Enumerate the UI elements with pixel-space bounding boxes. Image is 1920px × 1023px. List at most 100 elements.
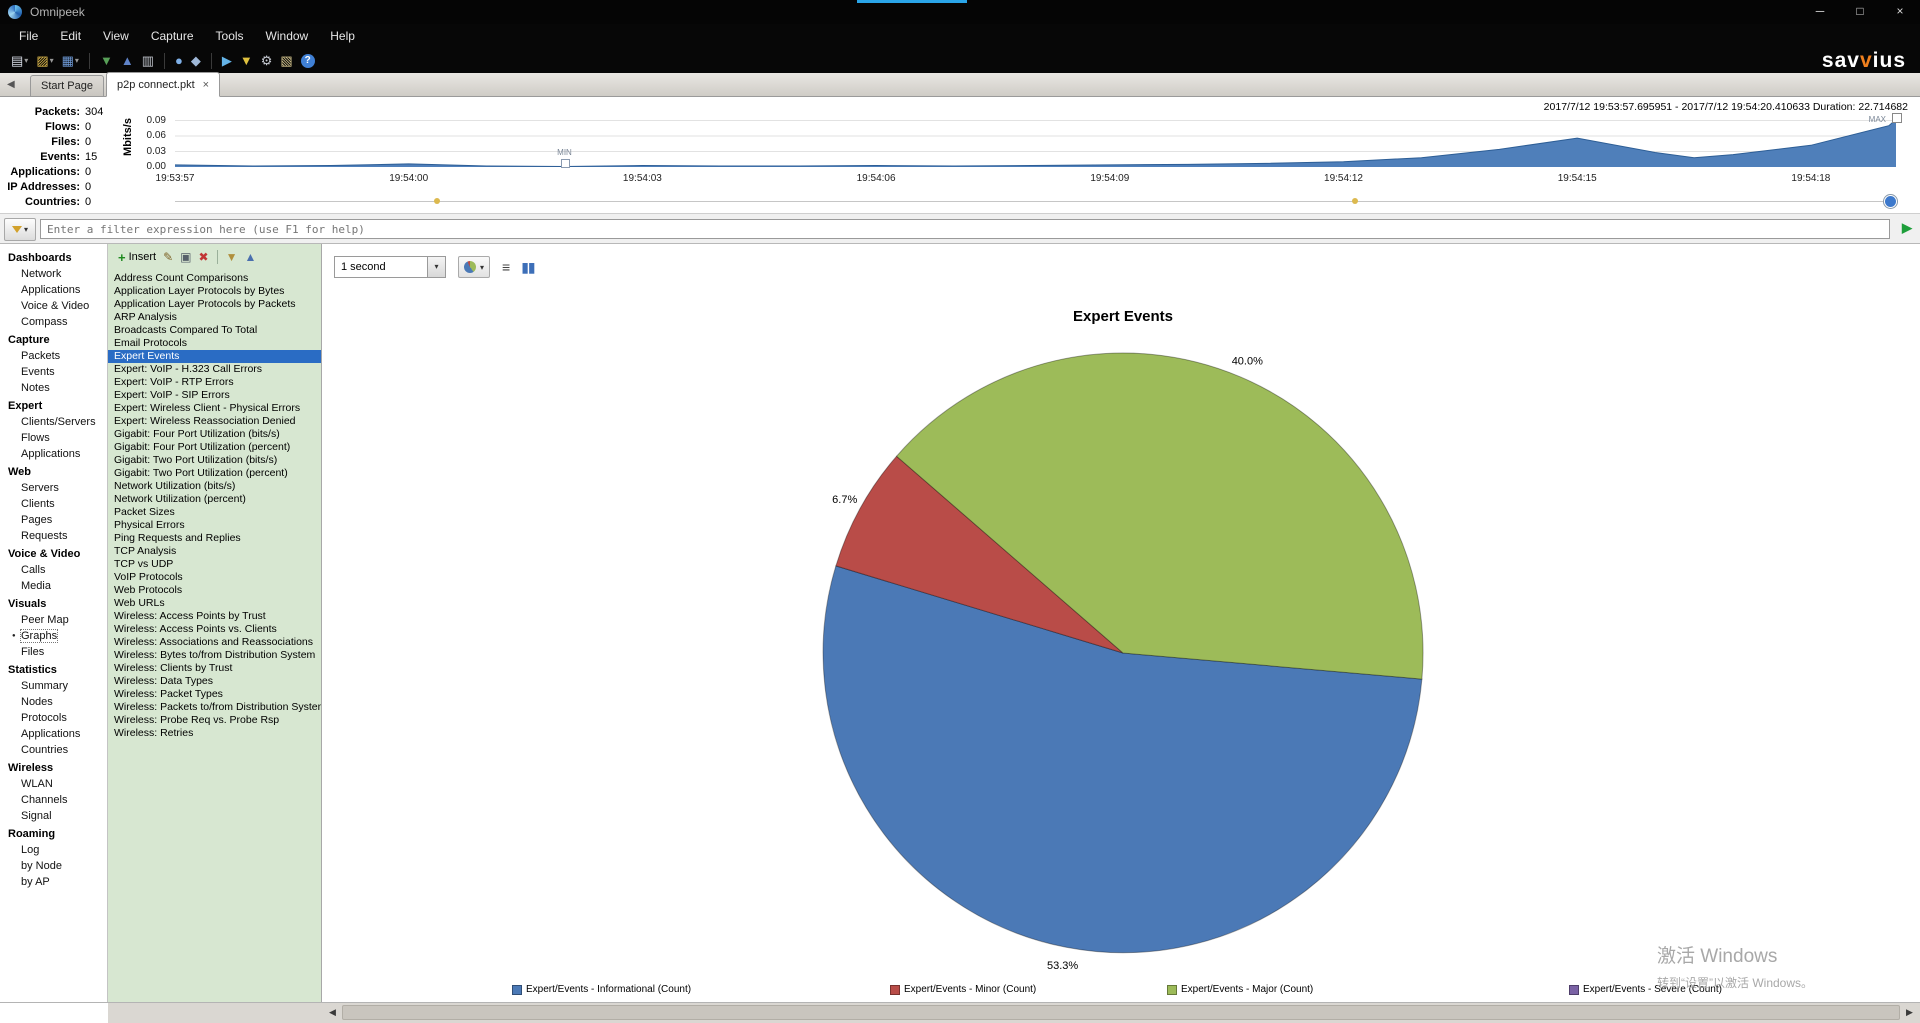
menu-item-window[interactable]: Window — [265, 29, 309, 43]
tab-back-icon[interactable]: ◀ — [7, 79, 15, 90]
sidebar-item-events[interactable]: Events — [0, 364, 107, 380]
graph-list-item-arp-analysis[interactable]: ARP Analysis — [114, 311, 177, 323]
graph-list-item-expert-wireless-client-physical-errors[interactable]: Expert: Wireless Client - Physical Error… — [114, 402, 301, 414]
graph-list-item-expert-voip-h-323-call-errors[interactable]: Expert: VoIP - H.323 Call Errors — [114, 363, 263, 375]
sidebar-item-calls[interactable]: Calls — [0, 562, 107, 578]
graph-list-item-wireless-associations-and-reassociations[interactable]: Wireless: Associations and Reassociation… — [114, 636, 314, 648]
sidebar-item-clients[interactable]: Clients — [0, 496, 107, 512]
graph-list-item-wireless-probe-req-vs-probe-rsp[interactable]: Wireless: Probe Req vs. Probe Rsp — [114, 714, 280, 726]
sidebar-item-files[interactable]: Files — [0, 644, 107, 660]
insert-graph-button[interactable]: + Insert — [118, 250, 156, 265]
graph-list-item-expert-wireless-reassociation-denied[interactable]: Expert: Wireless Reassociation Denied — [114, 415, 296, 427]
menu-item-tools[interactable]: Tools — [215, 29, 244, 43]
sidebar-item-requests[interactable]: Requests — [0, 528, 107, 544]
pause-updates-icon[interactable]: ▮▮ — [521, 259, 535, 275]
graph-list-item-packet-sizes[interactable]: Packet Sizes — [114, 506, 175, 518]
graph-list-item-ping-requests-and-replies[interactable]: Ping Requests and Replies — [114, 532, 241, 544]
timeline-slider-handle[interactable] — [1884, 195, 1897, 208]
chevron-down-icon[interactable]: ▾ — [24, 56, 29, 65]
notes-icon[interactable]: ▧ — [277, 50, 295, 71]
menu-item-capture[interactable]: Capture — [150, 29, 194, 43]
graph-list-item-gigabit-two-port-utilization-bits-s[interactable]: Gigabit: Two Port Utilization (bits/s) — [114, 454, 278, 466]
sidebar-item-protocols[interactable]: Protocols — [0, 710, 107, 726]
sidebar-item-media[interactable]: Media — [0, 578, 107, 594]
pie-slice-expert-events-minor-count[interactable] — [835, 455, 1124, 654]
menu-item-edit[interactable]: Edit — [60, 29, 82, 43]
sidebar-item-servers[interactable]: Servers — [0, 480, 107, 496]
graph-list-item-tcp-analysis[interactable]: TCP Analysis — [114, 545, 177, 557]
chevron-down-icon[interactable]: ▾ — [427, 257, 445, 277]
sidebar-item-packets[interactable]: Packets — [0, 348, 107, 364]
title-bar[interactable]: Omnipeek ─ □ × — [0, 0, 1920, 24]
graph-list-item-voip-protocols[interactable]: VoIP Protocols — [114, 571, 183, 583]
sidebar-item-by-node[interactable]: by Node — [0, 858, 107, 874]
graph-list-item-wireless-clients-by-trust[interactable]: Wireless: Clients by Trust — [114, 662, 233, 674]
sidebar-item-applications[interactable]: Applications — [0, 726, 107, 742]
hscrollbar-thumb[interactable] — [342, 1005, 1900, 1020]
graph-list-item-web-protocols[interactable]: Web Protocols — [114, 584, 183, 596]
graph-list-item-tcp-vs-udp[interactable]: TCP vs UDP — [114, 558, 174, 570]
graph-list-item-application-layer-protocols-by-bytes[interactable]: Application Layer Protocols by Bytes — [114, 285, 285, 297]
legend-options-icon[interactable]: ≡ — [502, 259, 510, 275]
chevron-down-icon[interactable]: ▾ — [49, 56, 54, 65]
sidebar-item-notes[interactable]: Notes — [0, 380, 107, 396]
filter-expression-input[interactable] — [40, 219, 1890, 239]
find-pattern-icon[interactable]: ● — [172, 50, 186, 71]
graph-list-item-web-urls[interactable]: Web URLs — [114, 597, 165, 609]
timeline-slider-track[interactable] — [175, 201, 1896, 202]
graph-list-item-wireless-data-types[interactable]: Wireless: Data Types — [114, 675, 214, 687]
graph-list-item-gigabit-four-port-utilization-percent[interactable]: Gigabit: Four Port Utilization (percent) — [114, 441, 291, 453]
pie-slice-expert-events-major-count[interactable] — [895, 352, 1424, 680]
delete-graph-icon[interactable]: ✖ — [198, 250, 209, 264]
scroll-left-icon[interactable]: ◀ — [329, 1007, 336, 1017]
new-capture-icon[interactable]: ▤ ▾ — [8, 50, 31, 71]
graph-list-item-wireless-retries[interactable]: Wireless: Retries — [114, 727, 194, 739]
sidebar-item-compass[interactable]: Compass — [0, 314, 107, 330]
hscrollbar-track[interactable]: ◀ ▶ — [322, 1003, 1920, 1023]
graph-list-item-gigabit-two-port-utilization-percent[interactable]: Gigabit: Two Port Utilization (percent) — [114, 467, 288, 479]
graph-list-item-address-count-comparisons[interactable]: Address Count Comparisons — [114, 272, 249, 284]
import-graph-icon[interactable]: ▼ — [225, 250, 238, 264]
timeline-chart[interactable] — [175, 113, 1896, 167]
graph-list-item-wireless-packets-to-from-distribution-system[interactable]: Wireless: Packets to/from Distribution S… — [114, 701, 321, 713]
interval-select[interactable]: 1 second ▾ — [334, 256, 446, 278]
graph-list-item-network-utilization-percent[interactable]: Network Utilization (percent) — [114, 493, 246, 505]
pie-slice-expert-events-informational-count[interactable] — [822, 565, 1423, 954]
tab-p2p-connect-pkt[interactable]: p2p connect.pkt × — [105, 72, 221, 97]
sidebar-item-graphs[interactable]: ● Graphs — [0, 628, 107, 644]
close-tab-icon[interactable]: × — [202, 78, 210, 91]
graph-list-item-email-protocols[interactable]: Email Protocols — [114, 337, 187, 349]
maximize-button[interactable]: □ — [1856, 4, 1864, 18]
sidebar-item-clients-servers[interactable]: Clients/Servers — [0, 414, 107, 430]
sidebar-item-network[interactable]: Network — [0, 266, 107, 282]
sidebar-item-wlan[interactable]: WLAN — [0, 776, 107, 792]
options-icon[interactable]: ⚙ — [258, 50, 276, 71]
minimize-button[interactable]: ─ — [1815, 4, 1825, 18]
close-button[interactable]: × — [1896, 4, 1904, 18]
export-graph-icon[interactable]: ▲ — [244, 250, 257, 264]
help-icon[interactable]: ? — [298, 50, 318, 71]
graph-list-item-wireless-bytes-to-from-distribution-system[interactable]: Wireless: Bytes to/from Distribution Sys… — [114, 649, 316, 661]
export-packets-icon[interactable]: ▲ — [118, 50, 137, 71]
chart-type-button[interactable]: ▾ — [458, 256, 491, 278]
start-capture-icon[interactable]: ▶ — [219, 50, 235, 71]
go-to-packet-icon[interactable]: ◆ — [188, 50, 204, 71]
graph-list-item-wireless-access-points-vs-clients[interactable]: Wireless: Access Points vs. Clients — [114, 623, 277, 635]
save-icon[interactable]: ▦ ▾ — [59, 50, 82, 71]
sidebar-item-nodes[interactable]: Nodes — [0, 694, 107, 710]
menu-item-view[interactable]: View — [103, 29, 129, 43]
timeline-min-marker[interactable] — [560, 159, 570, 168]
sidebar-item-countries[interactable]: Countries — [0, 742, 107, 758]
graph-list-item-broadcasts-compared-to-total[interactable]: Broadcasts Compared To Total — [114, 324, 258, 336]
graph-list-item-expert-events[interactable]: Expert Events — [108, 350, 321, 363]
sidebar-item-channels[interactable]: Channels — [0, 792, 107, 808]
graph-list-item-application-layer-protocols-by-packets[interactable]: Application Layer Protocols by Packets — [114, 298, 296, 310]
sidebar-item-by-ap[interactable]: by AP — [0, 874, 107, 890]
sidebar-item-signal[interactable]: Signal — [0, 808, 107, 824]
sidebar-item-applications[interactable]: Applications — [0, 282, 107, 298]
edit-graph-icon[interactable]: ✎ — [163, 250, 174, 264]
duplicate-graph-icon[interactable]: ▣ — [180, 250, 192, 264]
print-icon[interactable]: ▥ — [139, 50, 157, 71]
sidebar-item-log[interactable]: Log — [0, 842, 107, 858]
graph-list-item-wireless-packet-types[interactable]: Wireless: Packet Types — [114, 688, 223, 700]
